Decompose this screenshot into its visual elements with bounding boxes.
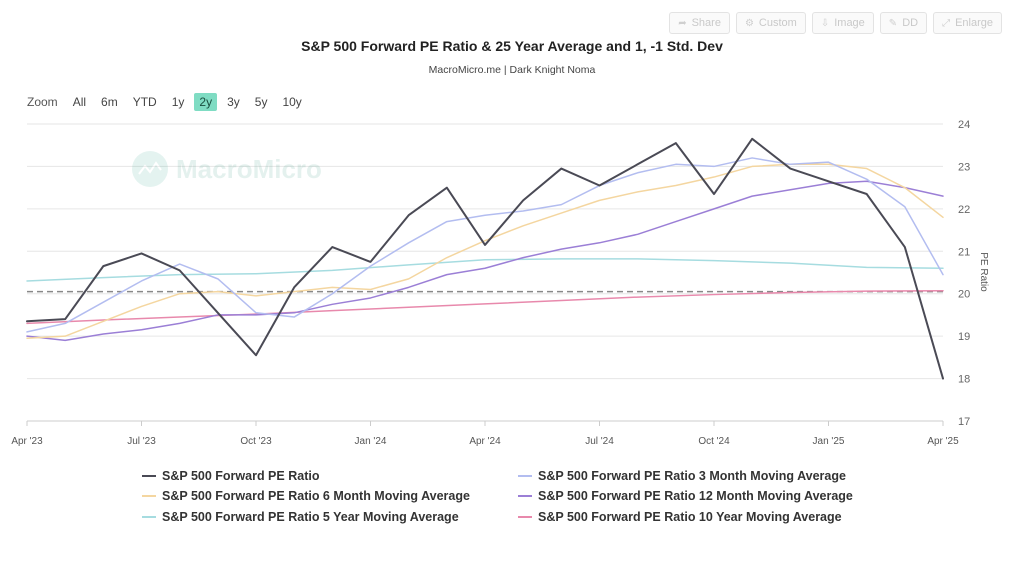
zoom-2y-button[interactable]: 2y [194, 93, 218, 111]
dd-button[interactable]: ✎ DD [879, 12, 928, 34]
legend-label-6m: S&P 500 Forward PE Ratio 6 Month Moving … [162, 489, 470, 503]
legend-label-12m: S&P 500 Forward PE Ratio 12 Month Moving… [538, 489, 853, 503]
x-tick-label: Jul '24 [585, 436, 614, 447]
y-tick-label: 22 [958, 204, 970, 216]
y-tick-label: 17 [958, 416, 970, 428]
legend-item-10y[interactable]: S&P 500 Forward PE Ratio 10 Year Moving … [518, 510, 842, 524]
zoom-label: Zoom [27, 95, 58, 109]
share-label: Share [691, 17, 721, 29]
x-tick-label: Apr '25 [927, 436, 959, 447]
custom-button[interactable]: ⚙ Custom [735, 12, 806, 34]
zoom-1y-button[interactable]: 1y [171, 95, 185, 109]
y-tick-label: 18 [958, 374, 970, 386]
gear-icon: ⚙ [744, 17, 754, 29]
x-tick-label: Apr '23 [11, 436, 43, 447]
pen-icon: ✎ [888, 17, 898, 29]
legend-item-pe[interactable]: S&P 500 Forward PE Ratio [142, 469, 319, 483]
watermark-icon [132, 151, 168, 187]
chart-toolbar: ➦ Share ⚙ Custom ⇩ Image ✎ DD ⤢ Enlarge [669, 12, 1002, 34]
legend-item-5y[interactable]: S&P 500 Forward PE Ratio 5 Year Moving A… [142, 510, 459, 524]
legend-label-pe: S&P 500 Forward PE Ratio [162, 469, 320, 483]
zoom-ytd-button[interactable]: YTD [132, 95, 157, 109]
series-line-10y [26, 289, 944, 325]
y-axis-label: PE Ratio [978, 252, 989, 292]
legend-label-10y: S&P 500 Forward PE Ratio 10 Year Moving … [538, 510, 842, 524]
series-line-12m [26, 180, 944, 342]
image-button[interactable]: ⇩ Image [811, 12, 874, 34]
legend-item-3m[interactable]: S&P 500 Forward PE Ratio 3 Month Moving … [518, 469, 846, 483]
legend-swatch-5y [142, 516, 156, 518]
custom-label: Custom [758, 17, 797, 29]
x-tick-label: Jan '25 [813, 436, 845, 447]
legend-swatch-6m [142, 495, 156, 497]
x-tick-label: Apr '24 [469, 436, 501, 447]
zoom-10y-button[interactable]: 10y [282, 95, 302, 109]
x-axis: Apr '23 Jul '23 Oct '23 Jan '24 Apr '24 Jul '… [11, 420, 959, 447]
x-tick-label: Jul '23 [127, 436, 156, 447]
watermark-logo: MacroMicro [132, 151, 322, 187]
zoom-3y-button[interactable]: 3y [227, 95, 240, 109]
chart-subtitle: MacroMicro.me | Dark Knight Noma [428, 64, 596, 76]
legend-item-6m[interactable]: S&P 500 Forward PE Ratio 6 Month Moving … [142, 489, 470, 503]
series-group [26, 137, 944, 380]
share-icon: ➦ [678, 17, 687, 29]
y-tick-label: 24 [958, 119, 970, 131]
y-axis: 17 18 19 20 21 22 23 24 [958, 119, 970, 428]
x-tick-label: Oct '23 [240, 436, 272, 447]
zoom-all-button[interactable]: All [72, 95, 87, 109]
y-tick-label: 20 [958, 289, 970, 301]
legend-swatch-10y [518, 516, 532, 518]
series-line-5y [26, 258, 944, 282]
download-icon: ⇩ [820, 17, 830, 29]
watermark-text: MacroMicro [176, 154, 322, 184]
series-line-pe [26, 137, 944, 380]
series-line-3m [26, 157, 944, 333]
x-tick-label: Jan '24 [355, 436, 387, 447]
dd-label: DD [902, 17, 919, 29]
legend-label-3m: S&P 500 Forward PE Ratio 3 Month Moving … [538, 469, 846, 483]
legend-swatch-3m [518, 475, 532, 477]
zoom-6m-button[interactable]: 6m [101, 95, 118, 109]
share-button[interactable]: ➦ Share [669, 12, 730, 34]
watermark-icon-mark [138, 161, 162, 175]
legend-swatch-12m [518, 495, 532, 497]
expand-icon: ⤢ [942, 17, 951, 29]
x-tick-label: Oct '24 [698, 436, 730, 447]
legend-label-5y: S&P 500 Forward PE Ratio 5 Year Moving A… [162, 510, 459, 524]
enlarge-button[interactable]: ⤢ Enlarge [933, 12, 1002, 34]
zoom-selector: Zoom All 6m YTD 1y 2y 3y 5y 10y [27, 93, 312, 111]
chart-title: S&P 500 Forward PE Ratio & 25 Year Avera… [301, 38, 723, 54]
zoom-5y-button[interactable]: 5y [254, 95, 268, 109]
image-label: Image [834, 17, 865, 29]
y-tick-label: 19 [958, 331, 970, 343]
enlarge-label: Enlarge [955, 17, 993, 29]
y-tick-label: 23 [958, 161, 970, 173]
legend-item-12m[interactable]: S&P 500 Forward PE Ratio 12 Month Moving… [518, 489, 853, 503]
y-tick-label: 21 [958, 246, 970, 258]
legend-swatch-pe [142, 475, 156, 477]
